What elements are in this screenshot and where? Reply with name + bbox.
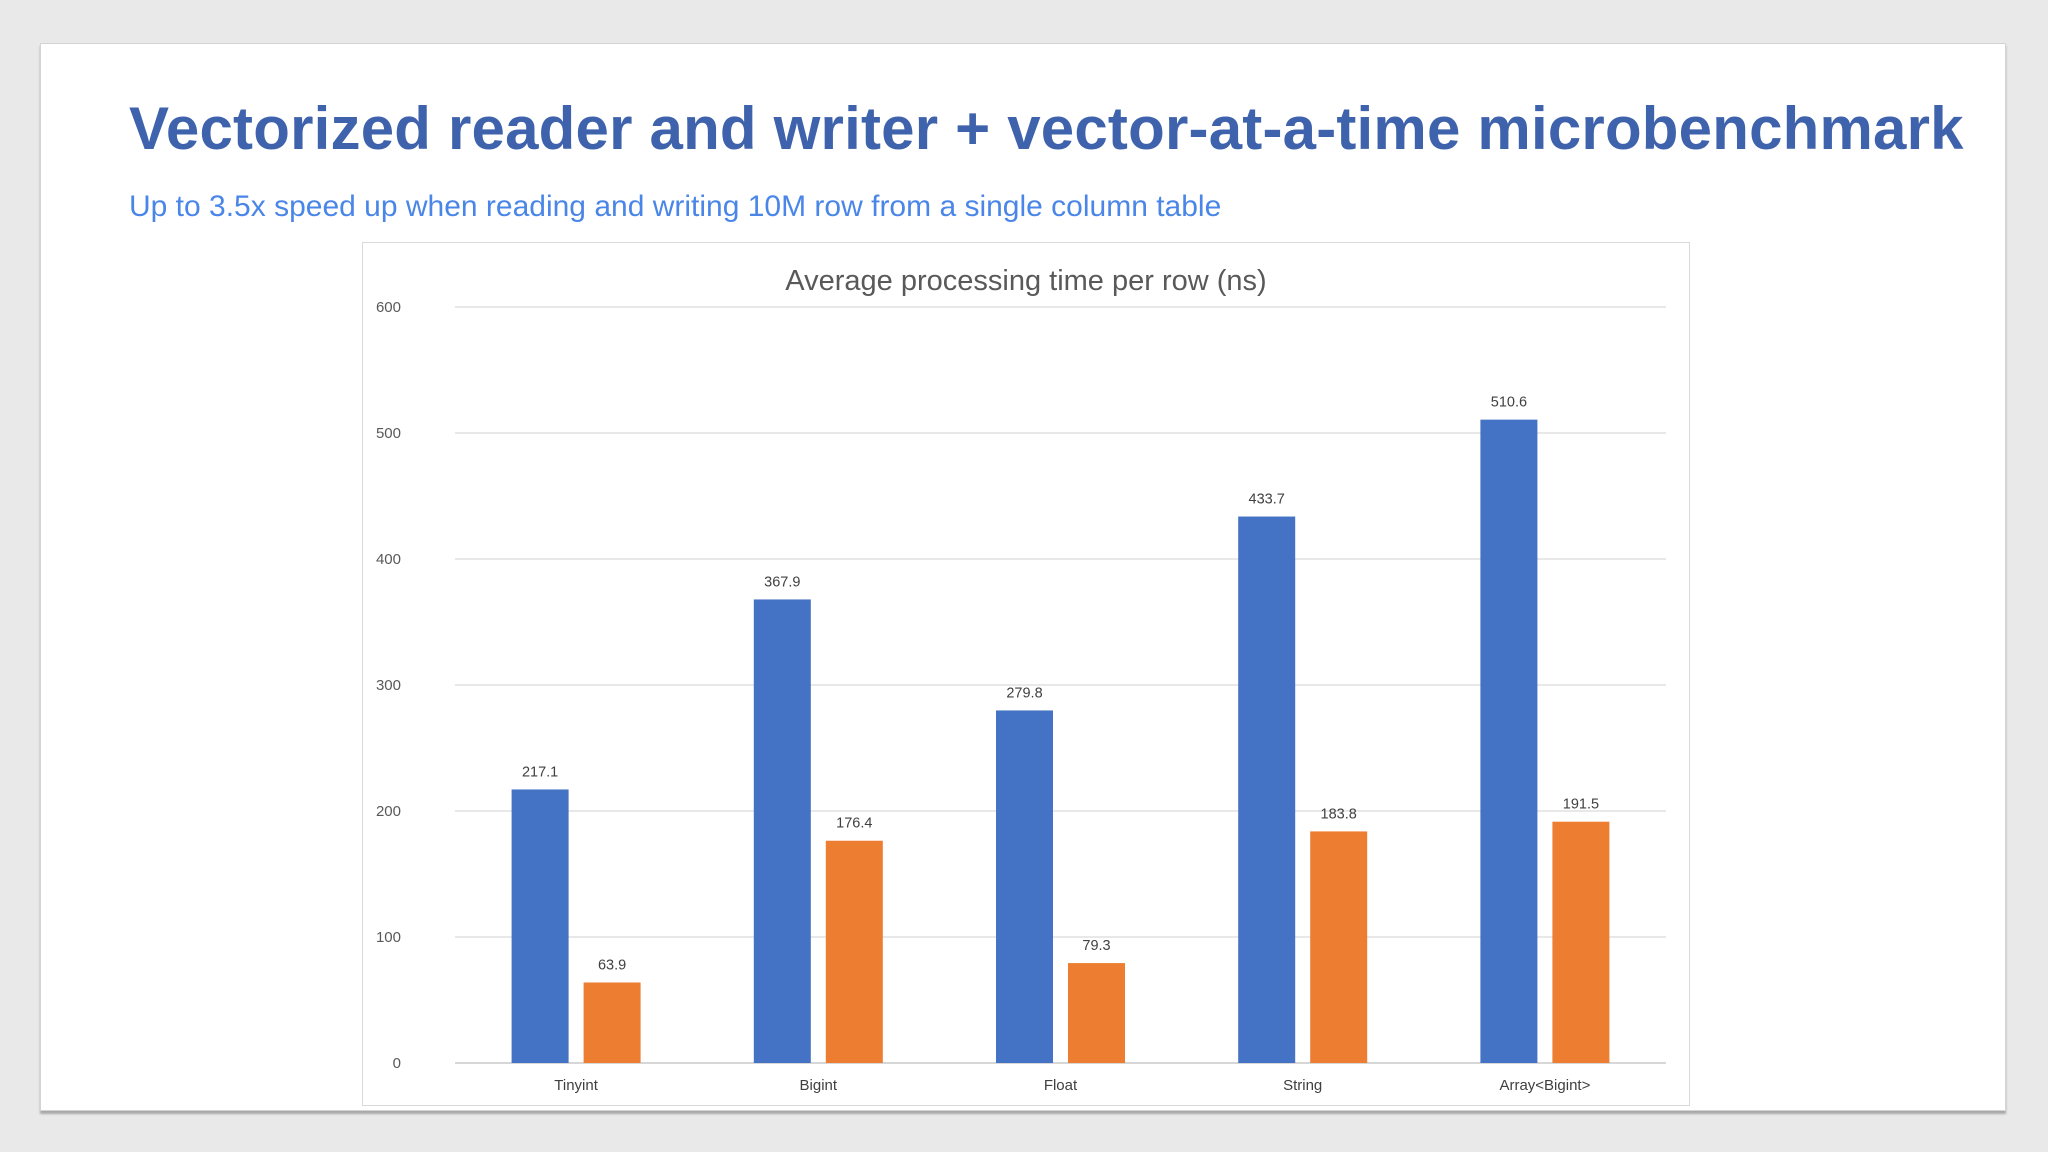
slide: Vectorized reader and writer + vector-at… <box>40 43 2006 1111</box>
data-label: 63.9 <box>598 957 626 973</box>
y-tick-label: 100 <box>376 929 401 946</box>
y-tick-label: 500 <box>376 425 401 442</box>
bars <box>511 419 1610 1063</box>
chart-frame: Average processing time per row (ns) 0 10… <box>362 242 1690 1106</box>
slide-subtitle: Up to 3.5x speed up when reading and wri… <box>129 190 1222 223</box>
y-tick-label: 400 <box>376 551 401 568</box>
data-label: 183.8 <box>1321 806 1357 822</box>
bar-tinyint-series-2 <box>583 982 641 1063</box>
bar-string-series-1 <box>1238 516 1296 1063</box>
data-label: 176.4 <box>836 816 872 832</box>
data-label: 433.7 <box>1249 492 1285 508</box>
bar-chart: Average processing time per row (ns) 0 10… <box>376 265 1666 1094</box>
y-tick-label: 600 <box>376 299 401 316</box>
data-label: 217.1 <box>522 764 558 780</box>
bar-string-series-2 <box>1310 831 1368 1063</box>
data-label: 510.6 <box>1491 395 1527 411</box>
y-tick-label: 300 <box>376 677 401 694</box>
data-label: 191.5 <box>1563 797 1599 813</box>
x-category-label: Array<Bigint> <box>1499 1077 1590 1094</box>
x-category-label: Float <box>1044 1077 1078 1094</box>
y-tick-label: 0 <box>393 1055 401 1072</box>
gridlines <box>455 306 1666 1064</box>
data-labels: 217.1 63.9 367.9 176.4 279.8 79.3 433.7 183.8 51… <box>522 395 1599 974</box>
x-category-label: Tinyint <box>554 1077 598 1094</box>
slide-title: Vectorized reader and writer + vector-at… <box>129 95 1964 162</box>
bar-array-bigint-series-1 <box>1480 419 1538 1063</box>
bar-float-series-1 <box>996 710 1053 1063</box>
bar-tinyint-series-1 <box>511 789 569 1063</box>
data-label: 79.3 <box>1082 938 1110 954</box>
bar-array-bigint-series-2 <box>1552 821 1610 1063</box>
data-label: 279.8 <box>1006 685 1042 701</box>
bar-bigint-series-2 <box>825 840 883 1063</box>
x-category-label: String <box>1283 1077 1322 1094</box>
y-tick-label: 200 <box>376 803 401 820</box>
bar-float-series-2 <box>1068 963 1125 1063</box>
data-label: 367.9 <box>764 574 800 590</box>
x-category-label: Bigint <box>800 1077 838 1094</box>
bar-bigint-series-1 <box>753 599 811 1063</box>
y-axis-ticks: 0 100 200 300 400 500 600 <box>376 299 401 1072</box>
chart-title: Average processing time per row (ns) <box>785 265 1266 297</box>
x-axis-categories: Tinyint Bigint Float String Array<Bigint> <box>554 1077 1590 1094</box>
